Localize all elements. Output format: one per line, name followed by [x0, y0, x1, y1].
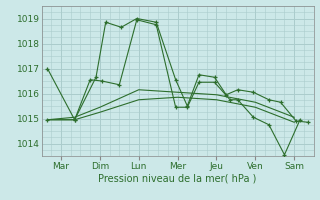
X-axis label: Pression niveau de la mer( hPa ): Pression niveau de la mer( hPa ) — [99, 173, 257, 183]
